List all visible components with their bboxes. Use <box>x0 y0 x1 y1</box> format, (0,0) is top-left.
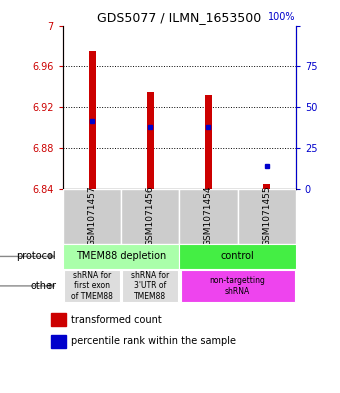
Text: shRNA for
3'UTR of
TMEM88: shRNA for 3'UTR of TMEM88 <box>131 271 169 301</box>
Text: transformed count: transformed count <box>71 315 162 325</box>
Bar <box>88 51 96 189</box>
Text: other: other <box>30 281 56 291</box>
Bar <box>63 244 180 269</box>
Bar <box>63 189 121 244</box>
Bar <box>122 270 178 302</box>
Text: protocol: protocol <box>16 252 56 261</box>
Text: TMEM88 depletion: TMEM88 depletion <box>76 252 166 261</box>
Title: GDS5077 / ILMN_1653500: GDS5077 / ILMN_1653500 <box>97 11 261 24</box>
Bar <box>121 189 180 244</box>
Bar <box>180 189 238 244</box>
Bar <box>64 270 120 302</box>
Text: GSM1071456: GSM1071456 <box>146 186 155 246</box>
Bar <box>51 313 66 326</box>
Bar <box>205 95 212 189</box>
Text: percentile rank within the sample: percentile rank within the sample <box>71 336 236 347</box>
Text: GSM1071457: GSM1071457 <box>87 186 97 246</box>
Bar <box>181 270 295 302</box>
Bar <box>263 184 270 189</box>
Text: GSM1071455: GSM1071455 <box>262 186 271 246</box>
Text: shRNA for
first exon
of TMEM88: shRNA for first exon of TMEM88 <box>71 271 113 301</box>
Text: GSM1071454: GSM1071454 <box>204 186 213 246</box>
Bar <box>147 92 154 189</box>
Bar <box>238 189 296 244</box>
Bar <box>51 335 66 348</box>
Text: control: control <box>221 252 254 261</box>
Bar <box>180 244 296 269</box>
Text: non-targetting
shRNA: non-targetting shRNA <box>210 276 266 296</box>
Text: 100%: 100% <box>268 12 296 22</box>
